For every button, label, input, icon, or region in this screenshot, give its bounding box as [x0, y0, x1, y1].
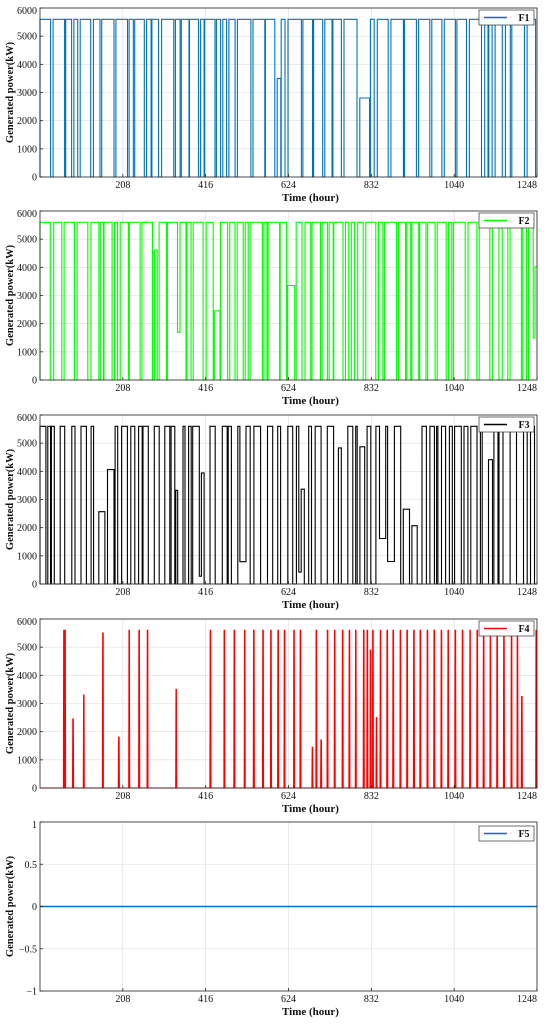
x-tick-label: 832: [364, 587, 379, 598]
chart-panel-4: 208 416 624 832 1040 1248 0 1000 2000 3000 4000 500…: [5, 617, 538, 815]
y-tick-label: 4000: [17, 467, 37, 478]
y-tick-label: 4000: [17, 671, 37, 682]
x-tick-label: 208: [115, 587, 130, 598]
y-tick-label: 5000: [17, 643, 37, 654]
y-tick-label: 5000: [17, 32, 37, 43]
legend: F2: [478, 212, 535, 229]
y-tick-label: 6000: [17, 209, 37, 220]
y-tick-label: 2000: [17, 319, 37, 330]
chart-panel-2: 208 416 624 832 1040 1248 0 1000 2000 3000 4000 500…: [5, 209, 538, 407]
x-tick-label: 624: [281, 180, 296, 191]
y-tick-label: 1000: [17, 755, 37, 766]
x-axis-label: Time (hour): [282, 803, 339, 815]
y-tick-label: 6000: [17, 617, 37, 628]
y-tick-label: 5000: [17, 235, 37, 246]
y-tick-label: 2000: [17, 116, 37, 127]
y-tick-label: 2000: [17, 523, 37, 534]
chart-panel-5: 208 416 624 832 1040 1248 −1 −0.5 0 0.5 1 Time (hou…: [5, 820, 538, 1018]
y-tick-label: −0.5: [19, 944, 37, 955]
x-tick-label: 416: [198, 994, 213, 1005]
legend: F3: [478, 416, 535, 433]
y-tick-label: −1: [26, 987, 37, 998]
y-axis-label: Generated power(kW): [5, 855, 16, 957]
x-tick-label: 1248: [517, 587, 537, 598]
x-tick-label: 624: [281, 383, 296, 394]
x-axis-label: Time (hour): [282, 395, 339, 407]
y-tick-label: 0: [32, 784, 37, 795]
y-tick-label: 3000: [17, 291, 37, 302]
x-tick-label: 624: [281, 791, 296, 802]
y-tick-label: 6000: [17, 413, 37, 424]
x-tick-label: 416: [198, 180, 213, 191]
legend-entry: F2: [518, 216, 529, 227]
y-tick-label: 4000: [17, 60, 37, 71]
y-tick-label: 1000: [17, 347, 37, 358]
legend-entry: F4: [518, 624, 529, 635]
legend-entry: F3: [518, 420, 529, 431]
x-axis-label: Time (hour): [282, 192, 339, 204]
x-tick-label: 208: [115, 791, 130, 802]
chart-panel-3: 208 416 624 832 1040 1248 0 1000 2000 3000 4000 500…: [5, 413, 538, 611]
x-tick-label: 832: [364, 383, 379, 394]
x-axis-label: Time (hour): [282, 1006, 339, 1018]
y-axis-label: Generated power(kW): [5, 448, 16, 550]
y-tick-label: 2000: [17, 727, 37, 738]
series-line-F4: [40, 629, 538, 789]
x-tick-label: 1040: [444, 994, 464, 1005]
y-tick-label: 0: [32, 376, 37, 387]
x-axis-label: Time (hour): [282, 599, 339, 611]
x-tick-label: 208: [115, 994, 130, 1005]
y-tick-label: 0: [32, 173, 37, 184]
x-tick-label: 1248: [517, 994, 537, 1005]
x-tick-label: 832: [364, 791, 379, 802]
x-tick-label: 1040: [444, 383, 464, 394]
x-tick-label: 1040: [444, 587, 464, 598]
y-tick-label: 3000: [17, 699, 37, 710]
chart-panel-1: 208 416 624 832 1040 1248 0 1000 2000 3000 4000 500…: [5, 6, 538, 204]
y-tick-label: 0.5: [25, 860, 38, 871]
x-tick-label: 624: [281, 587, 296, 598]
y-axis-label: Generated power(kW): [5, 652, 16, 754]
y-tick-label: 1000: [17, 551, 37, 562]
y-tick-label: 1000: [17, 144, 37, 155]
y-tick-label: 3000: [17, 88, 37, 99]
x-tick-label: 416: [198, 383, 213, 394]
x-tick-label: 832: [364, 180, 379, 191]
legend: F1: [478, 9, 535, 26]
y-tick-label: 3000: [17, 495, 37, 506]
y-tick-label: 4000: [17, 263, 37, 274]
y-tick-label: 1: [32, 820, 37, 831]
x-tick-label: 416: [198, 791, 213, 802]
x-tick-label: 208: [115, 180, 130, 191]
legend: F5: [478, 825, 535, 842]
x-tick-label: 1248: [517, 791, 537, 802]
y-tick-label: 0: [32, 902, 37, 913]
y-axis-label: Generated power(kW): [5, 244, 16, 346]
x-tick-label: 832: [364, 994, 379, 1005]
legend: F4: [478, 620, 535, 637]
x-tick-label: 1040: [444, 180, 464, 191]
y-tick-label: 6000: [17, 6, 37, 17]
x-tick-label: 1040: [444, 791, 464, 802]
y-axis-label: Generated power(kW): [5, 41, 16, 143]
x-tick-label: 624: [281, 994, 296, 1005]
x-tick-label: 1248: [517, 180, 537, 191]
legend-entry: F5: [518, 829, 529, 840]
legend-entry: F1: [518, 13, 529, 24]
x-tick-label: 416: [198, 587, 213, 598]
y-tick-label: 0: [32, 580, 37, 591]
y-tick-label: 5000: [17, 439, 37, 450]
x-tick-label: 1248: [517, 383, 537, 394]
x-tick-label: 208: [115, 383, 130, 394]
